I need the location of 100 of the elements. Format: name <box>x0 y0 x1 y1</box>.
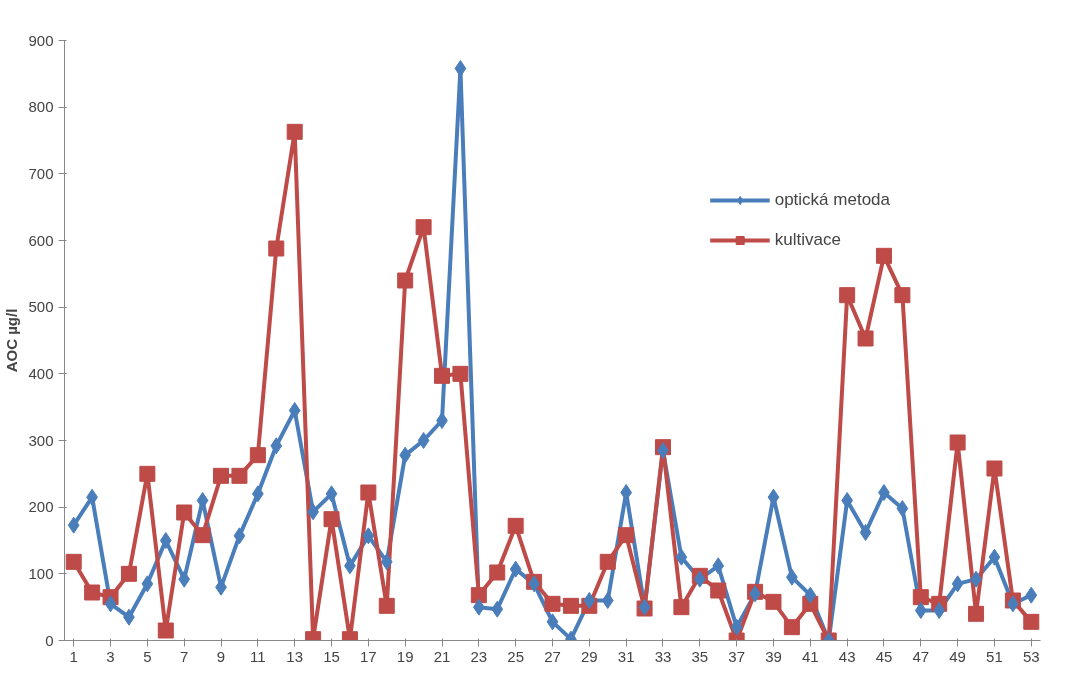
point <box>673 599 690 616</box>
y-tick-label: 700 <box>28 164 54 182</box>
legend-label: kultivace <box>774 230 841 250</box>
point <box>544 595 561 612</box>
point <box>599 553 616 570</box>
point <box>712 557 725 575</box>
y-tick-label: 500 <box>28 298 54 316</box>
x-tick-label: 41 <box>801 647 819 665</box>
point <box>399 446 412 464</box>
point <box>730 618 743 636</box>
point <box>360 484 377 501</box>
point <box>546 613 559 631</box>
point <box>875 247 892 264</box>
point <box>562 597 579 614</box>
point <box>84 584 101 601</box>
point <box>417 432 430 449</box>
point <box>452 365 469 382</box>
y-tick-label: 100 <box>28 564 54 582</box>
point <box>268 240 285 257</box>
x-tick-label: 49 <box>949 647 966 665</box>
point <box>710 582 727 599</box>
point <box>65 553 82 570</box>
x-tick-label: 21 <box>433 647 451 665</box>
point <box>618 527 635 544</box>
x-tick-label: 51 <box>986 647 1003 665</box>
point <box>859 524 872 541</box>
point <box>693 570 706 588</box>
x-tick-label: 53 <box>1022 647 1040 665</box>
point <box>1025 586 1038 604</box>
point <box>120 565 137 582</box>
x-tick-label: 23 <box>470 647 488 665</box>
y-tick-label: 0 <box>45 631 54 649</box>
point <box>968 605 985 622</box>
point <box>249 447 266 464</box>
point <box>434 367 451 384</box>
point <box>231 467 248 484</box>
legend-label: optická metoda <box>774 190 890 210</box>
point <box>159 532 172 549</box>
point <box>841 492 853 509</box>
x-tick-label: 13 <box>286 647 304 665</box>
point <box>949 434 966 451</box>
point <box>675 548 688 566</box>
point <box>804 586 817 604</box>
point <box>325 485 338 503</box>
point <box>141 575 154 593</box>
point <box>894 287 911 304</box>
point <box>233 527 246 545</box>
point <box>601 592 614 609</box>
point <box>470 587 487 604</box>
point <box>489 564 506 581</box>
point <box>507 517 524 534</box>
point <box>323 511 340 528</box>
point <box>178 570 191 588</box>
point <box>415 219 432 236</box>
point <box>951 575 964 593</box>
x-tick-label: 31 <box>617 647 635 665</box>
x-tick-label: 19 <box>396 647 414 665</box>
point <box>509 560 522 578</box>
point <box>1023 613 1040 630</box>
point <box>878 484 890 501</box>
point <box>914 602 927 619</box>
x-tick-label: 37 <box>728 647 745 665</box>
point <box>988 548 1001 566</box>
point <box>491 600 504 618</box>
point <box>765 593 782 610</box>
point <box>933 602 946 619</box>
point <box>362 527 375 545</box>
x-tick-label: 17 <box>360 647 377 665</box>
point <box>288 402 301 419</box>
x-tick-label: 47 <box>912 647 930 665</box>
x-tick-label: 1 <box>69 647 78 665</box>
x-tick-label: 45 <box>875 647 893 665</box>
point <box>139 465 156 482</box>
point <box>104 595 117 613</box>
point <box>176 504 193 521</box>
x-tick-label: 25 <box>507 647 525 665</box>
y-tick-label: 900 <box>28 31 54 49</box>
x-tick-label: 27 <box>544 647 561 665</box>
x-tick-label: 15 <box>323 647 340 665</box>
point <box>194 527 211 544</box>
x-tick-label: 43 <box>838 647 856 665</box>
y-tick-label: 600 <box>28 231 54 249</box>
x-tick-label: 9 <box>216 647 226 665</box>
point <box>378 597 395 614</box>
point <box>783 619 800 636</box>
y-tick-label: 300 <box>28 431 54 449</box>
point <box>270 437 283 455</box>
y-axis-title: AOC µg/l <box>3 308 21 373</box>
x-tick-label: 7 <box>180 647 189 665</box>
x-tick-label: 29 <box>580 647 598 665</box>
point <box>286 123 303 140</box>
point <box>157 622 174 639</box>
x-tick-label: 11 <box>250 647 266 665</box>
point <box>986 460 1003 477</box>
point <box>397 272 414 289</box>
x-tick-label: 3 <box>106 647 115 665</box>
point <box>454 60 467 77</box>
y-tick-label: 800 <box>28 98 54 116</box>
y-tick-label: 200 <box>28 498 54 516</box>
y-tick-label: 400 <box>28 364 54 382</box>
